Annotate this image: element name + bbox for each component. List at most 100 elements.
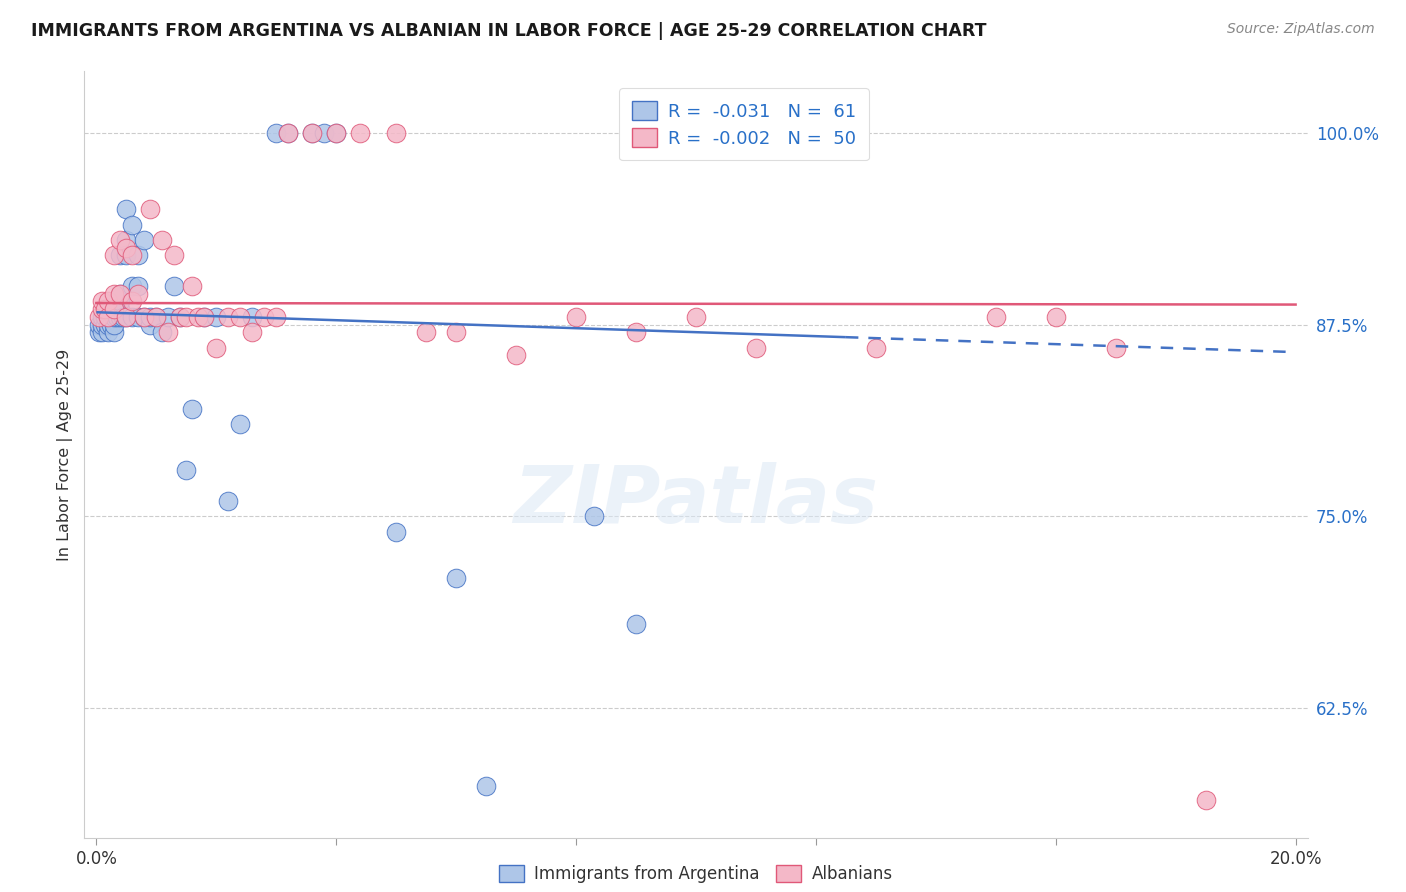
Y-axis label: In Labor Force | Age 25-29: In Labor Force | Age 25-29 [58, 349, 73, 561]
Point [112, 310, 135, 324]
Point [240, 310, 263, 324]
Point [301, 126, 323, 140]
Point [127, 286, 149, 301]
Point [145, 310, 167, 324]
Point [139, 310, 162, 324]
Point [134, 233, 156, 247]
Point [193, 310, 215, 324]
Point [103, 318, 125, 332]
Point [110, 294, 132, 309]
Point [91, 302, 114, 317]
Point [103, 302, 125, 317]
Point [565, 310, 588, 324]
Point [127, 279, 149, 293]
Point [984, 310, 1007, 324]
Point [205, 341, 228, 355]
Point [105, 294, 128, 309]
Point [253, 310, 276, 324]
Point [277, 126, 299, 140]
Point [94, 310, 117, 324]
Point [139, 318, 162, 332]
Point [205, 310, 228, 324]
Point [115, 310, 138, 324]
Point [121, 218, 143, 232]
Point [100, 302, 122, 317]
Point [685, 310, 707, 324]
Point [121, 294, 143, 309]
Point [150, 233, 173, 247]
Point [97, 310, 120, 324]
Point [314, 126, 336, 140]
Point [97, 294, 120, 309]
Point [217, 310, 239, 324]
Point [103, 325, 125, 339]
Point [91, 325, 114, 339]
Point [264, 310, 287, 324]
Point [145, 310, 167, 324]
Point [97, 318, 120, 332]
Point [163, 248, 186, 262]
Point [349, 126, 371, 140]
Point [91, 318, 114, 332]
Point [240, 325, 263, 339]
Point [139, 202, 162, 217]
Point [134, 310, 156, 324]
Point [181, 279, 204, 293]
Point [94, 318, 117, 332]
Point [103, 310, 125, 324]
Point [229, 310, 252, 324]
Point [174, 463, 197, 477]
Point [174, 310, 197, 324]
Point [1195, 793, 1218, 807]
Point [385, 524, 408, 539]
Point [169, 310, 191, 324]
Text: Source: ZipAtlas.com: Source: ZipAtlas.com [1227, 22, 1375, 37]
Point [103, 286, 125, 301]
Text: ZIPatlas: ZIPatlas [513, 462, 879, 540]
Point [94, 302, 117, 317]
Point [229, 417, 252, 432]
Point [624, 616, 647, 631]
Point [325, 126, 347, 140]
Point [624, 325, 647, 339]
Point [103, 248, 125, 262]
Point [127, 248, 149, 262]
Point [1105, 341, 1128, 355]
Point [121, 248, 143, 262]
Point [169, 310, 191, 324]
Point [444, 325, 467, 339]
Text: IMMIGRANTS FROM ARGENTINA VS ALBANIAN IN LABOR FORCE | AGE 25-29 CORRELATION CHA: IMMIGRANTS FROM ARGENTINA VS ALBANIAN IN… [31, 22, 987, 40]
Point [505, 348, 527, 362]
Point [277, 126, 299, 140]
Point [89, 310, 111, 324]
Point [110, 286, 132, 301]
Point [301, 126, 323, 140]
Point [157, 325, 180, 339]
Point [444, 571, 467, 585]
Point [865, 341, 887, 355]
Legend: Immigrants from Argentina, Albanians: Immigrants from Argentina, Albanians [491, 856, 901, 891]
Point [115, 241, 138, 255]
Point [103, 302, 125, 317]
Point [91, 294, 114, 309]
Point [745, 341, 768, 355]
Point [115, 310, 138, 324]
Point [105, 310, 128, 324]
Point [91, 310, 114, 324]
Point [187, 310, 209, 324]
Point [385, 126, 408, 140]
Point [264, 126, 287, 140]
Point [97, 302, 120, 317]
Point [134, 310, 156, 324]
Point [583, 509, 606, 524]
Point [150, 325, 173, 339]
Point [97, 310, 120, 324]
Point [110, 302, 132, 317]
Point [157, 310, 180, 324]
Point [100, 318, 122, 332]
Point [415, 325, 437, 339]
Point [475, 780, 498, 794]
Point [110, 310, 132, 324]
Point [163, 279, 186, 293]
Point [181, 401, 204, 416]
